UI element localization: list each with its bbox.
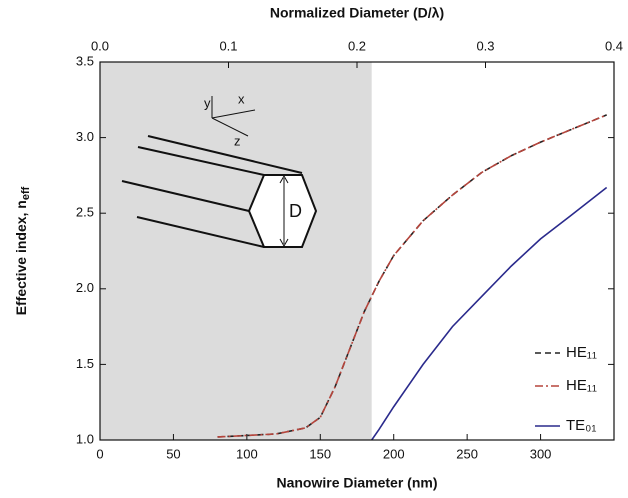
axis-arrow [211, 117, 249, 137]
inset-label: z [234, 133, 241, 148]
wire-edge [147, 135, 303, 174]
axis-arrow [211, 109, 256, 119]
x-tick-label: 0 [96, 446, 103, 461]
y-tick-label: 3.0 [76, 129, 94, 144]
x-tick-label: 200 [383, 446, 405, 461]
x-tick-label: 50 [166, 446, 180, 461]
y-tick-label: 2.5 [76, 205, 94, 220]
y-tick-label: 2.0 [76, 280, 94, 295]
y-tick-label: 3.5 [76, 53, 94, 68]
shade-layer [100, 62, 372, 440]
plot-frame [99, 61, 615, 441]
x-tick-label: 150 [309, 446, 331, 461]
x-tick-label: 100 [236, 446, 258, 461]
shaded-region [100, 62, 372, 440]
x2-tick-label: 0.1 [219, 38, 237, 53]
inset-label: D [289, 201, 302, 221]
x2-axis-title: Normalized Diameter (D/λ) [270, 5, 444, 21]
x2-tick-label: 0.4 [605, 38, 623, 53]
y-axis-title: Effective index, neff [13, 186, 32, 315]
x-tick-label: 300 [530, 446, 552, 461]
x-axis-title: Nanowire Diameter (nm) [276, 475, 437, 491]
inset-label: x [238, 91, 245, 106]
x2-tick-label: 0.2 [348, 38, 366, 53]
series-line [371, 186, 608, 441]
inset-label: y [204, 95, 211, 110]
legend-label: TE₀₁ [566, 417, 596, 434]
wire-edge [136, 216, 265, 248]
y-axis-title-main: Effective index, n [13, 200, 29, 315]
x2-tick-label: 0.0 [91, 38, 109, 53]
y-tick-label: 1.5 [76, 356, 94, 371]
hexagon [247, 174, 318, 248]
inset-diagram [121, 96, 318, 248]
y-tick-label: 1.0 [76, 431, 94, 446]
wire-edge [121, 180, 250, 212]
x2-tick-label: 0.3 [476, 38, 494, 53]
legend-label: HE₁₁ [566, 377, 597, 394]
series-line [217, 114, 607, 438]
x-tick-label: 250 [456, 446, 478, 461]
y-axis-title-sub: eff [20, 186, 32, 200]
arrow-heads [279, 174, 289, 248]
legend-label: HE₁₁ [566, 344, 597, 361]
wire-edge [137, 146, 265, 176]
